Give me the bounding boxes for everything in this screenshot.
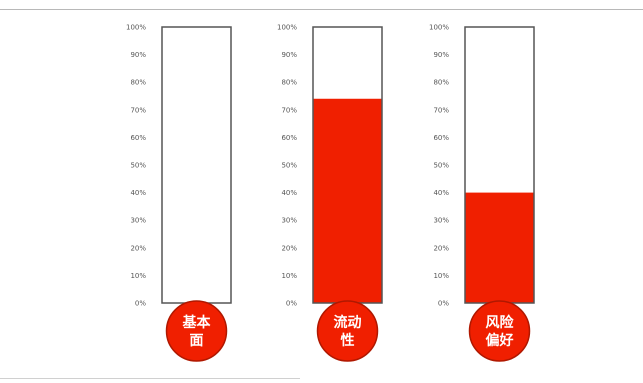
bulb bbox=[316, 300, 379, 362]
tick-label: 0% bbox=[286, 300, 297, 308]
tick-label: 60% bbox=[281, 134, 297, 142]
level-bar bbox=[313, 98, 382, 303]
tick-label: 90% bbox=[281, 51, 297, 59]
tick-label: 10% bbox=[281, 272, 297, 280]
tick-label: 10% bbox=[433, 272, 449, 280]
tick-label: 40% bbox=[433, 189, 449, 197]
tick-label: 30% bbox=[281, 217, 297, 225]
level-bar bbox=[465, 192, 534, 303]
tick-label: 10% bbox=[130, 272, 146, 280]
thermometer-1: 0% 10% 20% 30% 40% 50% 60% 70% 80% 90% 100% 基本面 bbox=[126, 24, 232, 362]
tick-label: 40% bbox=[130, 189, 146, 197]
bulb-label: 流动 bbox=[334, 314, 362, 331]
tick-label: 100% bbox=[429, 24, 449, 32]
tick-label: 60% bbox=[130, 134, 146, 142]
tick-label: 0% bbox=[438, 300, 449, 308]
tick-label: 70% bbox=[433, 106, 449, 114]
tick-label: 50% bbox=[433, 162, 449, 170]
bulb-label: 基本 bbox=[183, 314, 212, 331]
tick-label: 60% bbox=[433, 134, 449, 142]
tick-label: 100% bbox=[277, 24, 297, 32]
bulb-label: 风险 bbox=[486, 314, 515, 331]
tick-label: 20% bbox=[281, 244, 297, 252]
tube-background bbox=[162, 27, 231, 303]
tick-label: 80% bbox=[433, 79, 449, 87]
tick-label: 80% bbox=[130, 79, 146, 87]
bulb-label: 性 bbox=[341, 332, 355, 349]
tick-label: 50% bbox=[130, 162, 146, 170]
tick-label: 20% bbox=[433, 244, 449, 252]
tick-label: 80% bbox=[281, 79, 297, 87]
tick-label: 50% bbox=[281, 162, 297, 170]
tick-label: 0% bbox=[135, 300, 146, 308]
bulb-label: 偏好 bbox=[486, 332, 514, 349]
bottom-divider bbox=[0, 378, 300, 379]
tick-label: 40% bbox=[281, 189, 297, 197]
tick-label: 100% bbox=[126, 24, 146, 32]
top-divider bbox=[0, 9, 643, 10]
bulb bbox=[165, 300, 228, 362]
tick-label: 90% bbox=[433, 51, 449, 59]
bulb bbox=[468, 300, 531, 362]
tick-label: 30% bbox=[433, 217, 449, 225]
thermometer-2: 0% 10% 20% 30% 40% 50% 60% 70% 80% 90% 100% 流动性 bbox=[277, 24, 383, 362]
tick-label: 70% bbox=[281, 106, 297, 114]
tick-label: 20% bbox=[130, 244, 146, 252]
tick-label: 70% bbox=[130, 106, 146, 114]
tick-label: 90% bbox=[130, 51, 146, 59]
bulb-label: 面 bbox=[190, 333, 204, 349]
tick-label: 30% bbox=[130, 217, 146, 225]
